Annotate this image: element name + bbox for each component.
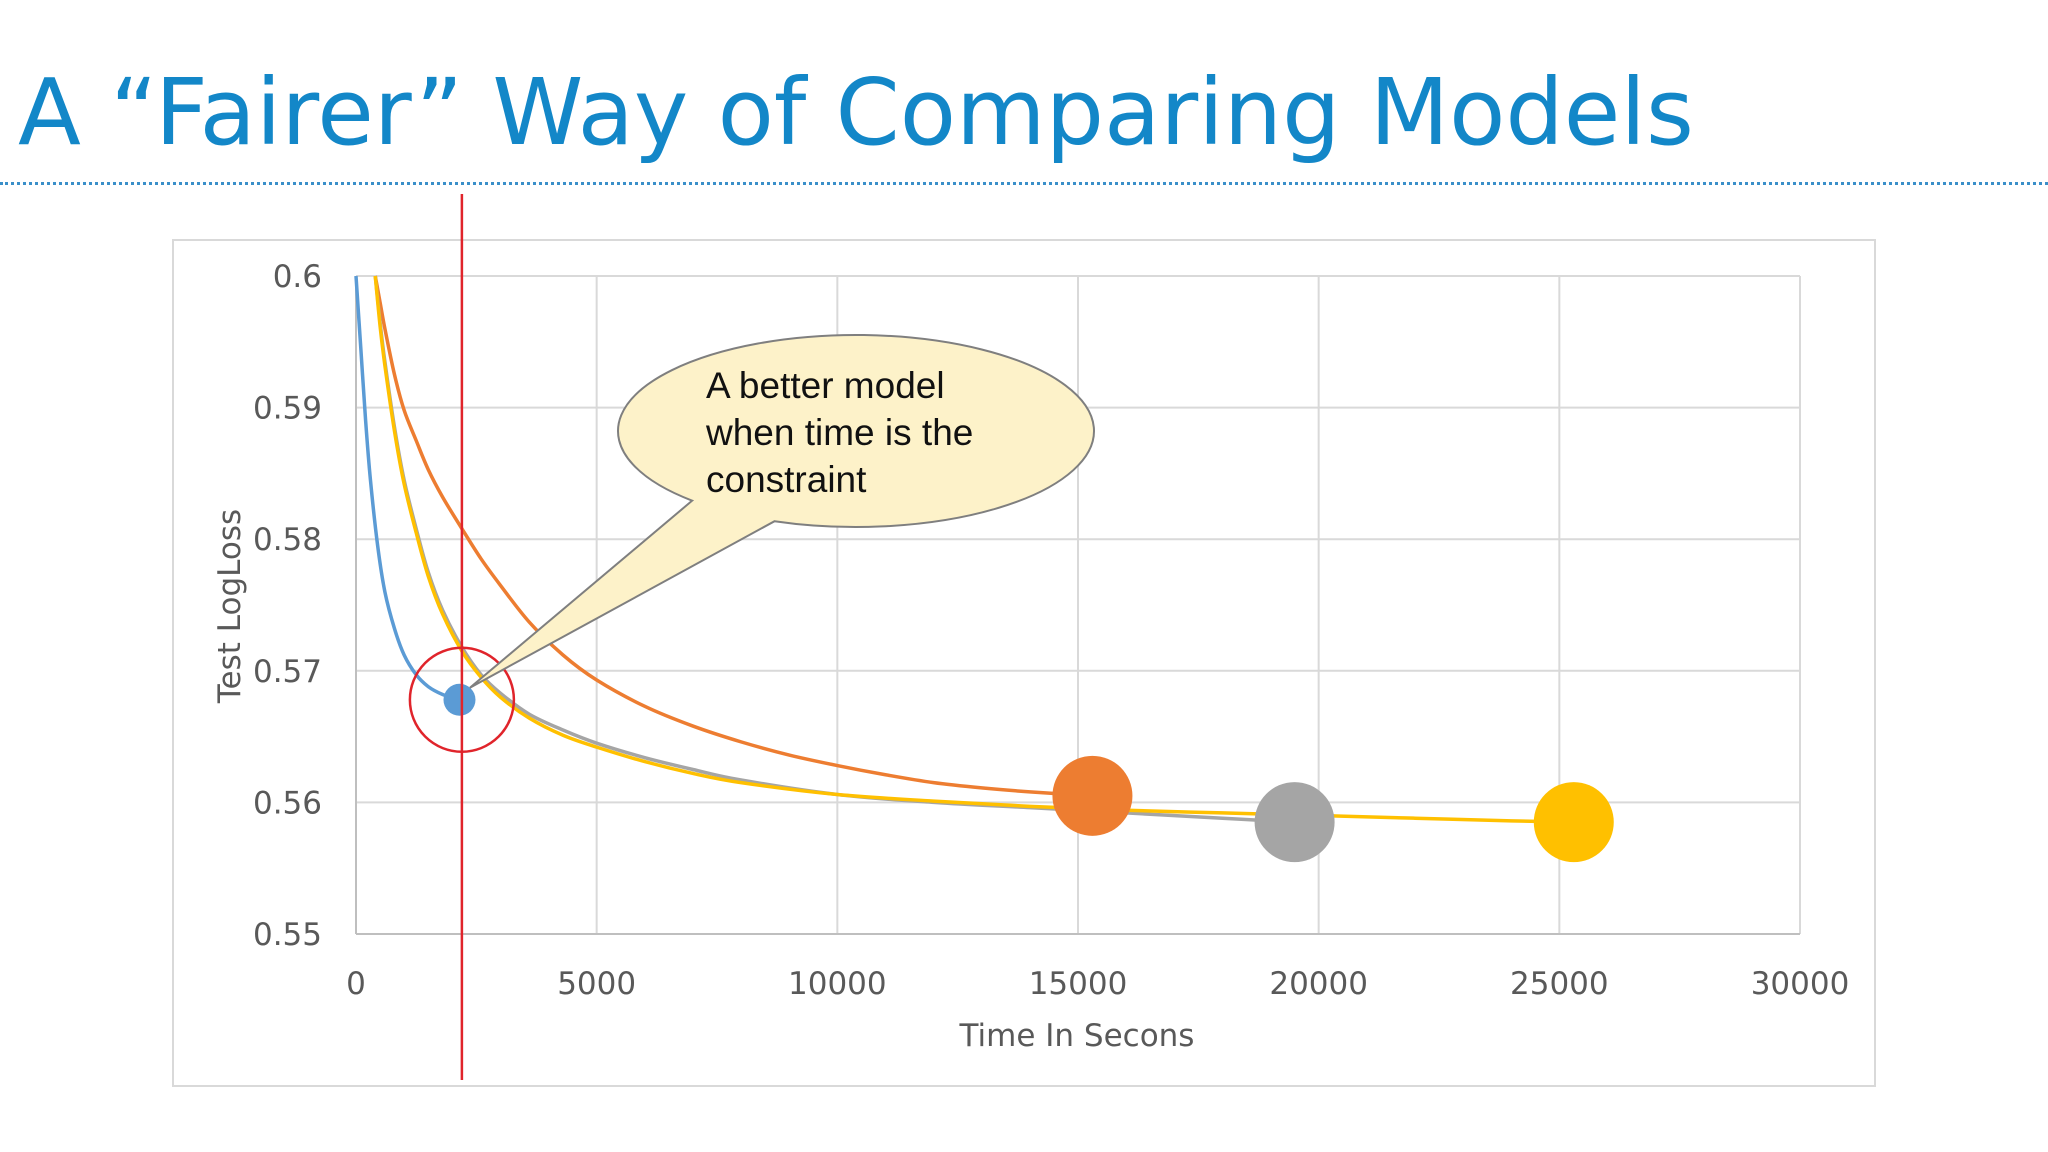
x-tick-label: 10000 bbox=[788, 966, 887, 1002]
callout: A better model when time is the constrai… bbox=[469, 334, 1095, 689]
y-tick-label: 0.59 bbox=[253, 391, 322, 427]
callout-line-3: constraint bbox=[706, 459, 867, 500]
title-divider bbox=[0, 182, 2048, 185]
y-tick-label: 0.56 bbox=[253, 785, 322, 821]
x-tick-label: 0 bbox=[346, 966, 366, 1002]
y-axis-title: Test LogLoss bbox=[212, 509, 248, 704]
x-tick-label: 20000 bbox=[1269, 966, 1368, 1002]
series-end-marker-2 bbox=[1052, 755, 1133, 836]
y-tick-label: 0.58 bbox=[253, 522, 322, 558]
y-tick-label: 0.6 bbox=[273, 259, 322, 295]
x-tick-label: 25000 bbox=[1510, 966, 1609, 1002]
y-tick-label: 0.55 bbox=[253, 917, 322, 953]
y-tick-label: 0.57 bbox=[253, 654, 322, 690]
callout-line-2: when time is the bbox=[705, 412, 973, 453]
x-tick-label: 15000 bbox=[1029, 966, 1128, 1002]
callout-bubble bbox=[469, 334, 1095, 689]
x-tick-labels: 0 5000 10000 15000 20000 25000 30000 bbox=[346, 966, 1849, 1002]
series-line-4 bbox=[373, 275, 1574, 824]
callout-line-1: A better model bbox=[706, 365, 945, 406]
highlight-circle bbox=[408, 646, 516, 754]
series-end-marker-1 bbox=[443, 683, 476, 716]
series-end-marker-4 bbox=[1533, 782, 1614, 863]
end-markers bbox=[443, 683, 1614, 863]
series-end-marker-3 bbox=[1254, 782, 1335, 863]
series-line-1 bbox=[354, 275, 461, 702]
annotations bbox=[408, 194, 516, 1080]
x-tick-label: 30000 bbox=[1751, 966, 1850, 1002]
axes bbox=[355, 276, 1800, 935]
x-axis-title: Time In Secons bbox=[959, 1018, 1195, 1054]
slide-title: A “Fairer” Way of Comparing Models bbox=[18, 59, 1694, 166]
x-tick-label: 5000 bbox=[557, 966, 636, 1002]
y-tick-labels: 0.6 0.59 0.58 0.57 0.56 0.55 bbox=[253, 259, 322, 953]
